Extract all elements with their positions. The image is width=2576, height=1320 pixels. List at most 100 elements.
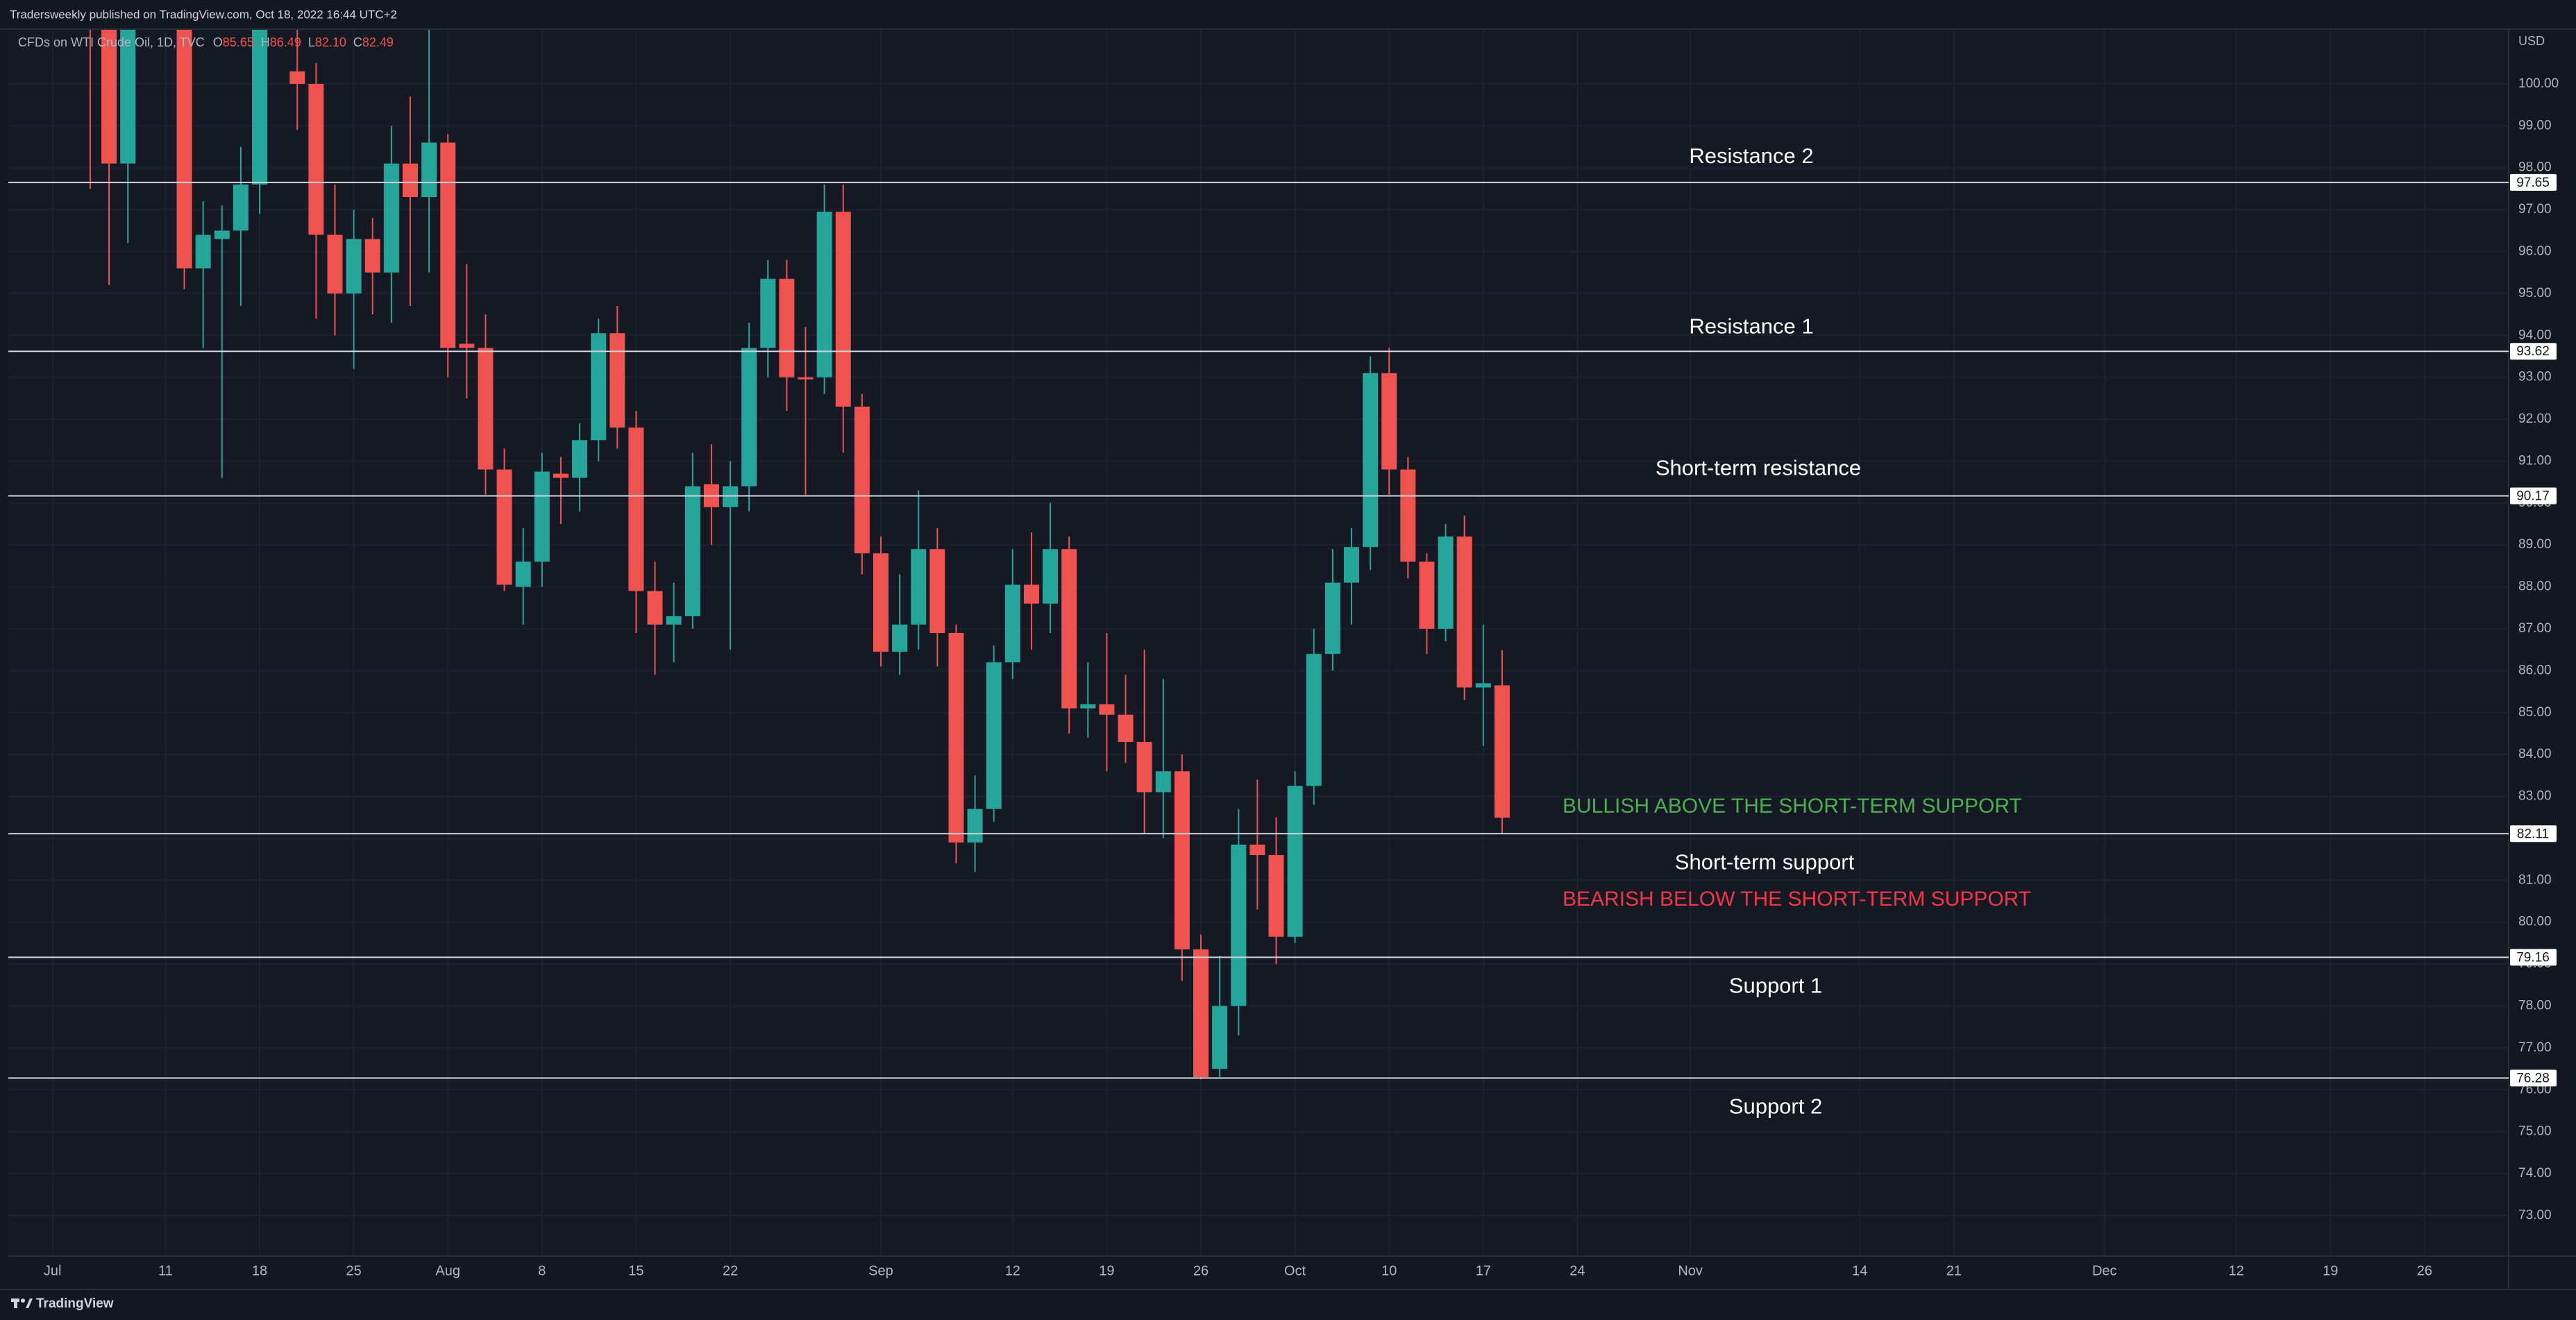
- candle-body: [515, 561, 531, 587]
- candle-body: [760, 278, 776, 348]
- candle-body: [967, 809, 983, 843]
- y-tick-label: 73.00: [2518, 1208, 2552, 1222]
- candle-body: [684, 486, 700, 616]
- ohlc-key: O: [213, 35, 223, 49]
- y-tick-label: 96.00: [2518, 244, 2552, 258]
- level-name: Support 2: [1729, 1094, 1822, 1119]
- candle-body: [779, 278, 795, 378]
- x-tick-label: Sep: [868, 1263, 893, 1278]
- candle-body: [1343, 547, 1359, 583]
- candle-body: [1306, 654, 1322, 786]
- candle-body: [1400, 469, 1416, 562]
- grid: [8, 30, 2509, 1256]
- candle-body: [798, 377, 814, 380]
- y-tick-label: 77.00: [2518, 1040, 2552, 1055]
- candle-body: [496, 469, 512, 585]
- candle-body: [572, 440, 588, 478]
- candle-body: [534, 471, 550, 562]
- y-tick-label: 85.00: [2518, 705, 2552, 720]
- candle-body: [402, 163, 418, 197]
- x-tick-label: 25: [346, 1263, 361, 1278]
- level-price-label: 93.62: [2516, 344, 2550, 359]
- candles: [89, 30, 1510, 1080]
- candle-body: [214, 230, 230, 239]
- candle-body: [591, 333, 607, 441]
- x-tick-label: Jul: [44, 1263, 62, 1278]
- candle-body: [647, 591, 663, 625]
- tradingview-logo: [11, 1298, 33, 1308]
- x-tick-label: Oct: [1284, 1263, 1306, 1278]
- header-title: Tradersweekly published on TradingView.c…: [10, 8, 397, 21]
- x-tick-label: 12: [2228, 1263, 2244, 1278]
- x-tick-label: Aug: [435, 1263, 460, 1278]
- x-tick-label: 26: [2417, 1263, 2432, 1278]
- candle-body: [1155, 771, 1171, 793]
- ohlc-value: 86.49: [270, 35, 301, 49]
- y-tick-label: 74.00: [2518, 1166, 2552, 1181]
- level-price-box: [2510, 1069, 2557, 1087]
- candle-body: [1268, 855, 1284, 937]
- y-tick-label: 100.00: [2518, 76, 2559, 91]
- y-tick-label: 78.00: [2518, 998, 2552, 1013]
- y-tick-label: 97.00: [2518, 202, 2552, 217]
- level-price-box: [2510, 174, 2557, 191]
- level-name: Resistance 1: [1689, 314, 1813, 338]
- footer-brand: TradingView: [36, 1296, 114, 1311]
- candle-body: [1136, 742, 1152, 793]
- ohlc-value: 82.49: [362, 35, 394, 49]
- level-name: Resistance 2: [1689, 144, 1813, 168]
- candle-body: [1061, 549, 1077, 709]
- y-tick-label: 92.00: [2518, 412, 2552, 426]
- y-tick-label: 81.00: [2518, 872, 2552, 887]
- candle-body: [1004, 584, 1020, 663]
- candle-body: [289, 71, 305, 84]
- candle-body: [948, 633, 964, 843]
- candle-body: [854, 406, 870, 554]
- ohlc-value: 85.65: [223, 35, 254, 49]
- candle-body: [421, 142, 437, 197]
- candle-body: [1212, 1006, 1228, 1069]
- candle-body: [816, 212, 832, 378]
- candle-body: [929, 549, 945, 634]
- candle-body: [741, 348, 757, 486]
- candle-body: [1193, 949, 1209, 1078]
- x-tick-label: 10: [1381, 1263, 1397, 1278]
- candle-body: [1456, 536, 1472, 688]
- symbol-legend: CFDs on WTI Crude Oil, 1D, TVC O85.65 H86.…: [18, 35, 394, 49]
- annotation: BEARISH BELOW THE SHORT-TERM SUPPORT: [1563, 888, 2031, 911]
- y-tick-label: 89.00: [2518, 537, 2552, 552]
- candle-body: [1438, 536, 1454, 629]
- overlay: USD73.0074.0075.0076.0077.0078.0079.0080…: [8, 34, 2559, 1278]
- candle-body: [120, 30, 136, 164]
- y-tick-label: 88.00: [2518, 579, 2552, 594]
- y-tick-label: 98.00: [2518, 160, 2552, 175]
- candle-body: [609, 333, 625, 428]
- x-tick-label: 12: [1005, 1263, 1020, 1278]
- y-tick-label: 94.00: [2518, 328, 2552, 342]
- candle-body: [1287, 786, 1303, 937]
- logo-shape: [21, 1298, 25, 1303]
- candle-body: [873, 553, 889, 652]
- x-tick-label: 21: [1946, 1263, 1962, 1278]
- ohlc-key: H: [261, 35, 270, 49]
- y-tick-label: 80.00: [2518, 915, 2552, 929]
- level-name: Short-term resistance: [1656, 456, 1861, 480]
- level-price-label: 76.28: [2516, 1071, 2550, 1085]
- candle-body: [1249, 844, 1265, 856]
- candle-body: [628, 428, 644, 591]
- candle-body: [308, 83, 324, 235]
- candle-body: [478, 348, 494, 470]
- plot-area: [8, 30, 2509, 1256]
- x-tick-label: Dec: [2092, 1263, 2117, 1278]
- candle-body: [195, 235, 211, 269]
- level-name: Support 1: [1729, 974, 1822, 998]
- y-tick-label: 91.00: [2518, 453, 2552, 468]
- y-tick-label: 83.00: [2518, 789, 2552, 804]
- candle-body: [459, 344, 475, 348]
- candle-body: [553, 473, 569, 478]
- candle-body: [346, 239, 362, 294]
- candle-body: [364, 239, 380, 273]
- x-tick-label: 22: [723, 1263, 738, 1278]
- y-tick-label: 86.00: [2518, 663, 2552, 677]
